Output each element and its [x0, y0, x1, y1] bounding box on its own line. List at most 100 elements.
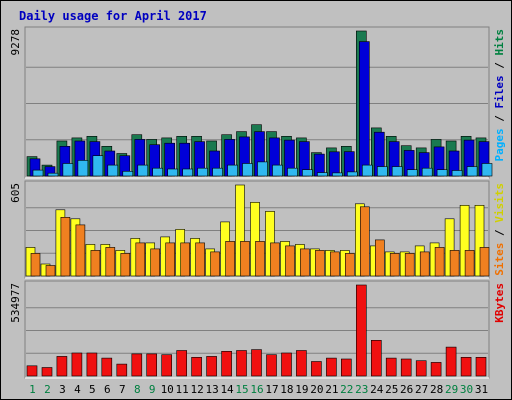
bar-visits-sites-day-5: [90, 250, 101, 277]
chart-title: Daily usage for April 2017: [19, 9, 207, 23]
bar-visits-sites-day-20: [315, 250, 325, 277]
bar-hits-pages-day-24: [376, 166, 388, 177]
bar-kbytes-kbytes-day-4: [71, 352, 83, 377]
bar-visits-sites-day-17: [270, 242, 280, 277]
bar-kbytes-kbytes-day-20: [311, 361, 322, 377]
bar-hits-pages-day-28: [436, 169, 448, 177]
bar-visits-sites-day-4: [75, 224, 86, 277]
x-tick-day-17: 17: [265, 383, 278, 396]
bar-kbytes-kbytes-day-16: [251, 349, 262, 377]
bar-kbytes-kbytes-day-15: [236, 350, 247, 377]
bar-visits-visits-day-30: [459, 205, 470, 277]
x-tick-day-5: 5: [89, 383, 96, 396]
bar-hits-pages-day-3: [62, 163, 74, 177]
x-tick-day-2: 2: [44, 383, 51, 396]
bar-hits-pages-day-2: [47, 172, 59, 177]
bar-visits-sites-day-26: [404, 253, 415, 277]
bar-kbytes-kbytes-day-29: [445, 346, 457, 377]
x-tick-day-8: 8: [134, 383, 141, 396]
x-tick-day-27: 27: [415, 383, 428, 396]
bar-hits-pages-day-5: [92, 155, 104, 177]
bar-kbytes-kbytes-day-11: [176, 350, 187, 377]
x-tick-day-6: 6: [104, 383, 111, 396]
bar-kbytes-kbytes-day-8: [131, 353, 143, 377]
bar-kbytes-kbytes-day-7: [116, 363, 128, 377]
bar-visits-sites-day-21: [330, 251, 340, 277]
bar-hits-pages-day-19: [302, 169, 313, 177]
bar-hits-pages-day-25: [391, 166, 403, 177]
bar-kbytes-kbytes-day-19: [296, 350, 307, 377]
bar-hits-pages-day-8: [137, 164, 149, 177]
legend-hits: Pages / Files / Hits: [493, 29, 506, 162]
legend-entry-visits: Visits: [493, 183, 506, 223]
bar-visits-sites-day-10: [165, 242, 175, 277]
bar-visits-visits-day-29: [444, 218, 455, 277]
bar-kbytes-kbytes-day-3: [56, 356, 68, 377]
bar-kbytes-kbytes-day-13: [206, 356, 217, 377]
bar-hits-pages-day-15: [242, 163, 253, 177]
x-tick-day-13: 13: [205, 383, 218, 396]
bar-visits-visits-day-31: [474, 205, 485, 277]
x-tick-day-24: 24: [370, 383, 384, 396]
bar-visits-sites-day-2: [45, 265, 56, 277]
bar-visits-sites-day-1: [30, 253, 41, 277]
x-tick-day-3: 3: [59, 383, 66, 396]
bar-visits-sites-day-27: [419, 251, 430, 277]
legend-separator: /: [493, 56, 506, 76]
bar-visits-sites-day-8: [135, 242, 146, 277]
legend-entry-sites: Sites: [493, 243, 506, 276]
bar-kbytes-kbytes-day-23: [355, 284, 367, 377]
y-max-label-hits: 9278: [9, 29, 22, 56]
bar-hits-pages-day-4: [77, 160, 89, 177]
bar-visits-sites-day-16: [255, 241, 265, 277]
bar-hits-files-day-23: [358, 41, 370, 177]
bar-kbytes-kbytes-day-10: [161, 354, 172, 377]
bar-visits-sites-day-3: [60, 217, 71, 277]
bar-hits-pages-day-9: [152, 167, 163, 177]
bar-visits-sites-day-25: [389, 253, 400, 277]
bar-visits-sites-day-28: [434, 247, 445, 277]
bar-kbytes-kbytes-day-30: [460, 356, 472, 377]
bar-hits-pages-day-14: [227, 164, 238, 177]
x-tick-day-16: 16: [250, 383, 263, 396]
bar-kbytes-kbytes-day-28: [430, 362, 442, 377]
bar-kbytes-kbytes-day-5: [86, 352, 98, 377]
bar-kbytes-kbytes-day-18: [281, 352, 292, 377]
legend-entry-pages: Pages: [493, 128, 506, 161]
bar-hits-pages-day-29: [451, 170, 463, 177]
bar-hits-pages-day-18: [287, 167, 298, 177]
x-tick-day-7: 7: [119, 383, 126, 396]
bar-visits-sites-day-22: [344, 253, 355, 277]
legend-entry-hits: Hits: [493, 29, 506, 56]
bar-hits-pages-day-17: [272, 164, 283, 177]
bar-hits-pages-day-7: [122, 171, 134, 177]
bar-kbytes-kbytes-day-2: [41, 367, 53, 377]
bar-hits-pages-day-22: [346, 171, 358, 177]
x-tick-day-15: 15: [235, 383, 248, 396]
bar-kbytes-kbytes-day-12: [191, 356, 202, 377]
x-tick-day-29: 29: [445, 383, 458, 396]
legend-separator: /: [493, 109, 506, 129]
bar-hits-pages-day-13: [212, 167, 223, 177]
bar-kbytes-kbytes-day-26: [400, 358, 412, 377]
bar-visits-sites-day-13: [210, 251, 220, 277]
x-tick-day-26: 26: [400, 383, 413, 396]
legend-entry-files: Files: [493, 75, 506, 108]
bar-hits-pages-day-26: [406, 169, 418, 177]
bar-visits-visits-day-15: [235, 184, 245, 277]
y-max-label-visits: 605: [9, 183, 22, 203]
x-tick-day-11: 11: [176, 383, 189, 396]
x-tick-day-21: 21: [325, 383, 338, 396]
x-tick-day-4: 4: [74, 383, 81, 396]
bar-hits-pages-day-23: [361, 164, 373, 177]
bar-visits-sites-day-31: [479, 247, 490, 277]
x-tick-day-9: 9: [149, 383, 156, 396]
bar-visits-sites-day-24: [374, 239, 385, 277]
bar-hits-pages-day-6: [107, 164, 119, 177]
bar-visits-sites-day-30: [464, 250, 475, 277]
bar-kbytes-kbytes-day-31: [475, 356, 487, 377]
legend-separator: /: [493, 223, 506, 243]
bar-visits-sites-day-29: [449, 250, 460, 277]
